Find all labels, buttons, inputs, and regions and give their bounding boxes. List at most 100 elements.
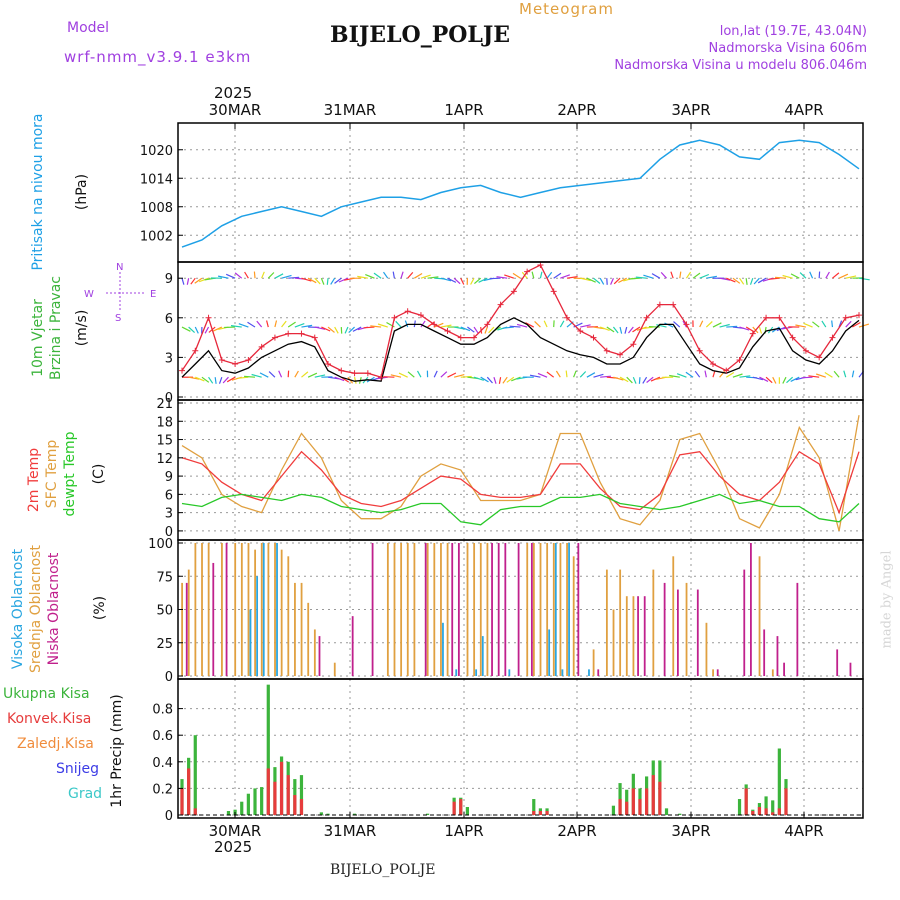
cloud-high-bar [561, 669, 564, 676]
precip-conv-bar [293, 795, 297, 815]
wind-barb [790, 376, 800, 382]
cloud-low-bar [318, 636, 321, 676]
cloud-mid-bar [705, 622, 708, 676]
wind-barb [244, 271, 249, 279]
wind-barb [776, 326, 787, 332]
wind-gust-marker [510, 288, 517, 295]
wind-barb [786, 376, 794, 384]
wind-barb [453, 374, 465, 378]
wind-gust-marker [683, 321, 690, 328]
y-tick-label: 100 [148, 537, 173, 552]
y-tick-label: 0 [165, 809, 173, 824]
cloud-mid-bar [566, 543, 568, 676]
precip-total-bar [771, 800, 775, 815]
precip-conv-bar [273, 781, 277, 815]
wind-barb [768, 277, 780, 280]
wind-barb [580, 277, 591, 282]
wind-gust-line [181, 264, 860, 379]
y-tick-label: 1002 [140, 229, 173, 244]
model-label: Model [67, 20, 110, 36]
wind-barb [705, 321, 713, 328]
precip-total-bar [678, 813, 682, 815]
precip-conv-bar [286, 775, 290, 815]
wind-barb [739, 375, 751, 378]
precip-total-bar [777, 748, 781, 815]
cloud-mid-bar [247, 543, 250, 676]
wind-barb [427, 276, 439, 279]
precip-total-bar [611, 805, 616, 815]
wind-unit: (m/s) [74, 309, 90, 347]
cloud-mid-bar [300, 582, 303, 676]
wind-barb [373, 272, 382, 279]
wind-barb [516, 323, 528, 328]
wind-barb [506, 376, 515, 383]
cloud-high-bar [548, 629, 551, 676]
cloud-mid-bar [592, 649, 595, 676]
wind-barb [287, 321, 296, 328]
wind-gust-marker [630, 341, 637, 348]
wind-barb [433, 322, 444, 328]
wind-gust-marker [563, 314, 570, 321]
wind-barb [460, 375, 472, 378]
wind-barb [294, 323, 305, 328]
wind-barb [642, 376, 648, 384]
wind-barb [619, 376, 629, 383]
cloud-high-bar [588, 669, 590, 676]
wind-barb [238, 323, 249, 328]
dewpoint-line [181, 493, 860, 526]
precip-total-bar [260, 787, 264, 815]
wind-barb [473, 376, 484, 381]
wind-barb [821, 320, 827, 328]
wind-barb [261, 271, 265, 279]
wind-barb [669, 374, 680, 378]
wind-barb [427, 321, 435, 328]
cloud-high-bar [475, 669, 478, 676]
wind-barb [288, 276, 300, 279]
wind-barb [512, 272, 521, 279]
wind-barb [244, 375, 256, 378]
wind-barb [772, 376, 777, 384]
day-label-bottom: 2APR [557, 822, 596, 840]
wind-barb [467, 326, 475, 333]
wind-gust-marker [245, 357, 252, 364]
wind-barb [181, 326, 191, 332]
cloud-mid-bar [526, 543, 529, 676]
y-tick-label: 0.4 [152, 756, 173, 771]
wind-barb [573, 370, 577, 378]
wind-barb [676, 373, 687, 378]
wind-barb [610, 277, 614, 285]
wind-gust-marker [656, 301, 663, 308]
legend-total-rain: Ukupna Kisa [3, 686, 90, 702]
wind-barb [618, 277, 627, 284]
wind-barb [851, 370, 855, 378]
wind-barb [719, 277, 731, 281]
wind-barb [327, 326, 335, 333]
wind-gust-marker [471, 334, 478, 341]
wind-barb [852, 321, 861, 328]
wind-barb [525, 322, 535, 328]
wind-barb [502, 376, 508, 384]
wind-gust-marker [789, 334, 796, 341]
precip-total-bar [246, 793, 250, 815]
wind-gust-marker [298, 330, 305, 337]
wind-barb [314, 326, 326, 330]
wind-barb [188, 376, 200, 380]
cloud-mid-bar [632, 596, 635, 676]
wind-barb [496, 276, 508, 279]
wind-barb [266, 320, 269, 328]
wind-barb [473, 326, 479, 334]
wind-gust-marker [205, 314, 212, 321]
precip-conv-bar [777, 808, 781, 815]
cloud-high-bar [481, 636, 484, 676]
wind-barb [404, 320, 409, 328]
wind-gust-marker [351, 370, 358, 377]
precip-conv-bar [618, 799, 622, 815]
cloud-mid-bar [672, 556, 675, 676]
wind-barb [301, 371, 309, 378]
wind-barb [673, 321, 681, 328]
legend-snow: Snijeg [56, 761, 100, 777]
cloud-low-bar [763, 629, 766, 676]
cloud-low-bar [225, 543, 228, 676]
wind-barb [759, 376, 769, 382]
pressure-unit: (hPa) [74, 173, 90, 211]
